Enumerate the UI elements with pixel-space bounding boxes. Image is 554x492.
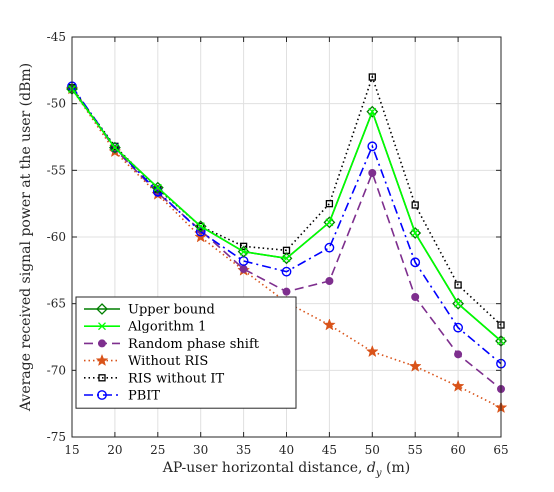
data-point-star — [365, 344, 379, 358]
y-tick-label: -45 — [47, 30, 66, 44]
x-tick-label: 50 — [365, 443, 380, 457]
data-point-circle — [97, 390, 107, 400]
data-point-circle — [98, 339, 106, 348]
y-tick-label: -65 — [47, 297, 66, 311]
legend-item: Upper bound — [84, 303, 215, 318]
data-point-diamond — [452, 297, 465, 310]
y-tick-label: -75 — [47, 430, 66, 444]
data-point-circle — [454, 350, 463, 359]
legend-label: Algorithm 1 — [127, 320, 206, 335]
data-point-diamond — [151, 181, 164, 194]
series-line — [71, 88, 502, 409]
data-point-circle — [453, 322, 463, 333]
series-line — [71, 85, 502, 365]
data-point-x — [98, 322, 106, 331]
x-axis-label-post: (m) — [382, 460, 411, 476]
data-point-circle — [411, 293, 420, 301]
data-point-x — [368, 107, 377, 116]
legend-item: Random phase shift — [84, 337, 260, 352]
data-point-square — [98, 374, 106, 382]
data-point-circle — [195, 226, 206, 237]
data-point-star — [451, 379, 465, 392]
data-point-square — [454, 281, 462, 289]
data-point-x — [110, 143, 119, 152]
x-axis-label-pre: AP-user horizontal distance, — [162, 460, 367, 476]
data-point-circle — [368, 169, 377, 177]
data-point-x — [196, 222, 205, 231]
data-point-circle — [410, 257, 421, 268]
y-tick-label: -50 — [47, 97, 66, 111]
legend-label: Without RIS — [128, 354, 208, 369]
x-tick-label: 55 — [408, 443, 423, 457]
data-point-diamond — [409, 227, 422, 239]
y-axis-label: Average received signal power at the use… — [18, 63, 34, 412]
data-point-x — [411, 229, 420, 237]
y-tick-label: -55 — [47, 163, 66, 177]
data-point-x — [239, 247, 248, 256]
legend-item: Algorithm 1 — [84, 320, 206, 335]
data-point-star — [95, 353, 109, 367]
data-point-diamond — [366, 105, 379, 118]
data-point-diamond — [96, 303, 108, 315]
legend: Upper bound Algorithm 1 Random phase shift… — [75, 296, 297, 409]
data-point-circle — [282, 287, 291, 296]
legend-label: PBIT — [128, 389, 160, 404]
data-point-x — [153, 183, 162, 192]
x-tick-label: 60 — [450, 443, 465, 457]
x-tick-label: 45 — [322, 443, 337, 457]
data-point-square — [197, 222, 205, 230]
legend-item: PBIT — [84, 389, 160, 404]
data-point-circle — [325, 277, 334, 285]
x-tick-label: 25 — [150, 443, 165, 457]
legend-item: RIS without IT — [84, 371, 225, 386]
data-point-diamond — [323, 216, 336, 229]
data-point-diamond — [280, 252, 293, 265]
legend-label: Upper bound — [128, 303, 215, 318]
legend-box — [75, 296, 297, 409]
data-point-x — [454, 299, 463, 308]
data-point-x — [325, 218, 334, 227]
x-axis-label-var: d — [367, 460, 376, 476]
x-tick-label: 30 — [193, 443, 208, 457]
y-tick-labels: -75 -70 -65 -60 -55 -50 -45 — [47, 30, 66, 444]
x-tick-label: 65 — [493, 443, 508, 457]
legend-label: Random phase shift — [128, 337, 260, 352]
data-point-square — [239, 242, 248, 250]
data-point-circle — [324, 242, 335, 253]
data-point-circle — [367, 141, 378, 152]
data-point-square — [411, 201, 419, 209]
ticks — [71, 36, 502, 438]
data-point-circle — [239, 265, 248, 273]
y-tick-label: -60 — [47, 230, 66, 244]
data-point-circle — [281, 266, 292, 277]
data-point-star — [323, 318, 336, 331]
data-point-square — [368, 73, 376, 81]
x-tick-label: 15 — [64, 443, 79, 457]
x-tick-label: 40 — [279, 443, 294, 457]
x-axis-label: AP-user horizontal distance, dy (m) — [162, 460, 410, 479]
data-point-x — [282, 254, 291, 263]
data-point-star — [408, 359, 422, 372]
data-point-diamond — [108, 141, 121, 154]
x-tick-label: 20 — [107, 443, 122, 457]
x-axis-label-sub: y — [375, 468, 382, 479]
x-tick-labels: 15 20 25 30 35 40 45 50 55 60 65 — [64, 443, 508, 457]
y-tick-label: -70 — [47, 363, 66, 377]
data-point-square — [325, 200, 334, 208]
data-point-diamond — [194, 220, 207, 233]
legend-label: RIS without IT — [128, 371, 225, 386]
x-tick-label: 35 — [236, 443, 251, 457]
legend-item: Without RIS — [84, 353, 208, 369]
